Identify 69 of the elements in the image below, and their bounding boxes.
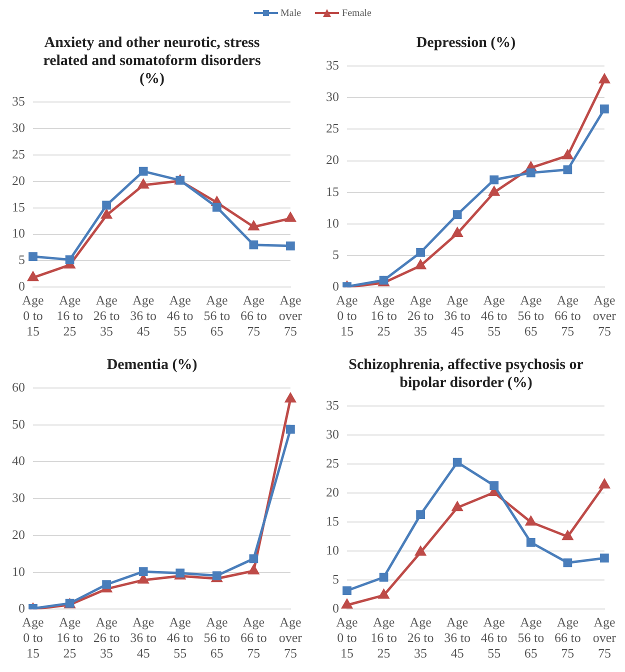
x-tick-label: Age over 75 <box>592 614 617 661</box>
x-tick-label: Age 0 to 15 <box>336 292 358 339</box>
chart-title: Schizophrenia, affective psychosis or bipolar disorder (%) <box>348 356 584 391</box>
x-tick-label: Age over 75 <box>278 292 303 339</box>
legend-label: Male <box>280 8 302 18</box>
x-tick-label: Age 66 to 75 <box>240 614 267 661</box>
y-tick-label: 0 <box>332 600 339 616</box>
chart-title: Dementia (%) <box>106 356 198 373</box>
x-tick-label: Age 26 to 35 <box>407 614 434 661</box>
chart-title: Depression (%) <box>416 34 516 51</box>
y-tick-label: 30 <box>326 89 339 104</box>
y-tick-label: 20 <box>326 152 339 168</box>
y-tick-label: 35 <box>326 397 339 412</box>
y-tick-label: 0 <box>332 278 339 294</box>
x-tick-label: Age 16 to 25 <box>370 614 397 661</box>
x-tick-label: Age 16 to 25 <box>56 614 83 661</box>
y-tick-label: 15 <box>326 514 339 529</box>
y-tick-label: 15 <box>12 199 25 214</box>
y-tick-label: 5 <box>332 247 339 262</box>
y-tick-label: 0 <box>18 600 25 616</box>
x-tick-label: Age 46 to 55 <box>480 292 508 339</box>
y-tick-label: 30 <box>12 120 25 135</box>
x-tick-label: Age 26 to 35 <box>93 292 120 339</box>
y-tick-label: 30 <box>12 490 25 506</box>
y-tick-label: 35 <box>326 57 339 72</box>
x-tick-label: Age 36 to 45 <box>444 614 471 661</box>
y-tick-label: 20 <box>326 484 339 500</box>
x-tick-label: Age 0 to 15 <box>22 614 44 661</box>
y-tick-label: 50 <box>12 416 25 432</box>
x-tick-label: Age 66 to 75 <box>554 292 581 339</box>
x-tick-label: Age 46 to 55 <box>480 614 508 661</box>
y-tick-label: 20 <box>12 172 25 188</box>
y-tick-label: 15 <box>326 184 339 199</box>
legend-label: Female <box>342 8 372 18</box>
y-tick-label: 5 <box>332 572 339 587</box>
y-tick-label: 10 <box>12 564 25 579</box>
y-tick-label: 10 <box>12 226 25 241</box>
x-tick-label: Age over 75 <box>592 292 617 339</box>
x-tick-label: Age 26 to 35 <box>407 292 434 339</box>
y-tick-label: 25 <box>326 120 339 136</box>
x-tick-label: Age 36 to 45 <box>130 292 157 339</box>
y-tick-label: 30 <box>326 426 339 442</box>
x-tick-label: Age over 75 <box>278 614 303 661</box>
chart-title: Anxiety and other neurotic, stress related and somatoform disorders (%) <box>43 34 261 87</box>
y-tick-label: 10 <box>326 542 339 558</box>
x-tick-label: Age 16 to 25 <box>56 292 83 339</box>
y-tick-label: 25 <box>12 146 25 162</box>
x-tick-label: Age 56 to 65 <box>518 292 544 339</box>
x-tick-label: Age 36 to 45 <box>444 292 471 339</box>
x-tick-label: Age 56 to 65 <box>518 614 544 661</box>
x-tick-label: Age 46 to 55 <box>166 614 194 661</box>
y-tick-label: 35 <box>12 93 25 108</box>
x-tick-label: Age 0 to 15 <box>336 614 358 661</box>
x-tick-label: Age 46 to 55 <box>166 292 194 339</box>
x-tick-label: Age 66 to 75 <box>554 614 581 661</box>
y-tick-label: 0 <box>18 278 25 294</box>
y-tick-label: 20 <box>12 526 25 542</box>
x-tick-label: Age 0 to 15 <box>22 292 44 339</box>
x-tick-label: Age 66 to 75 <box>240 292 267 339</box>
y-tick-label: 40 <box>12 453 25 468</box>
x-tick-label: Age 56 to 65 <box>204 614 230 661</box>
x-tick-label: Age 16 to 25 <box>370 292 397 339</box>
x-tick-label: Age 26 to 35 <box>93 614 120 661</box>
x-tick-label: Age 36 to 45 <box>130 614 157 661</box>
y-tick-label: 25 <box>326 455 339 470</box>
y-tick-label: 10 <box>326 215 339 230</box>
x-tick-label: Age 56 to 65 <box>204 292 230 339</box>
y-tick-label: 60 <box>12 379 25 394</box>
y-tick-label: 5 <box>18 252 25 268</box>
